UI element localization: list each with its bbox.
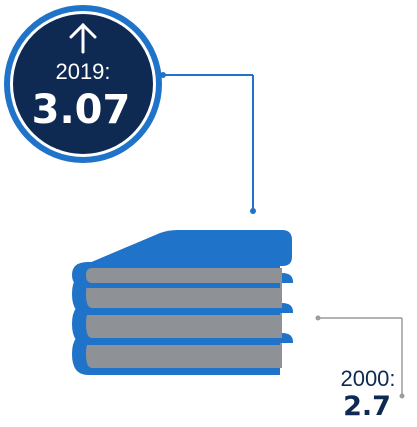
- stack-of-books-icon: [72, 230, 293, 375]
- connector-2019: [160, 72, 256, 214]
- label-2000: 2000: 2.7: [340, 366, 395, 422]
- badge-2019-disc: [13, 14, 153, 154]
- badge-2019: 2019: 3.07: [4, 5, 162, 163]
- book-1: [72, 230, 292, 288]
- top-book-cover: [82, 230, 292, 266]
- badge-2019-year: 2019:: [55, 59, 110, 84]
- label-2000-value: 2.7: [343, 391, 391, 422]
- badge-2019-value: 3.07: [32, 87, 131, 133]
- label-2000-year: 2000:: [340, 366, 395, 391]
- connector-2000: [315, 315, 405, 399]
- arrow-up-icon: [69, 22, 97, 54]
